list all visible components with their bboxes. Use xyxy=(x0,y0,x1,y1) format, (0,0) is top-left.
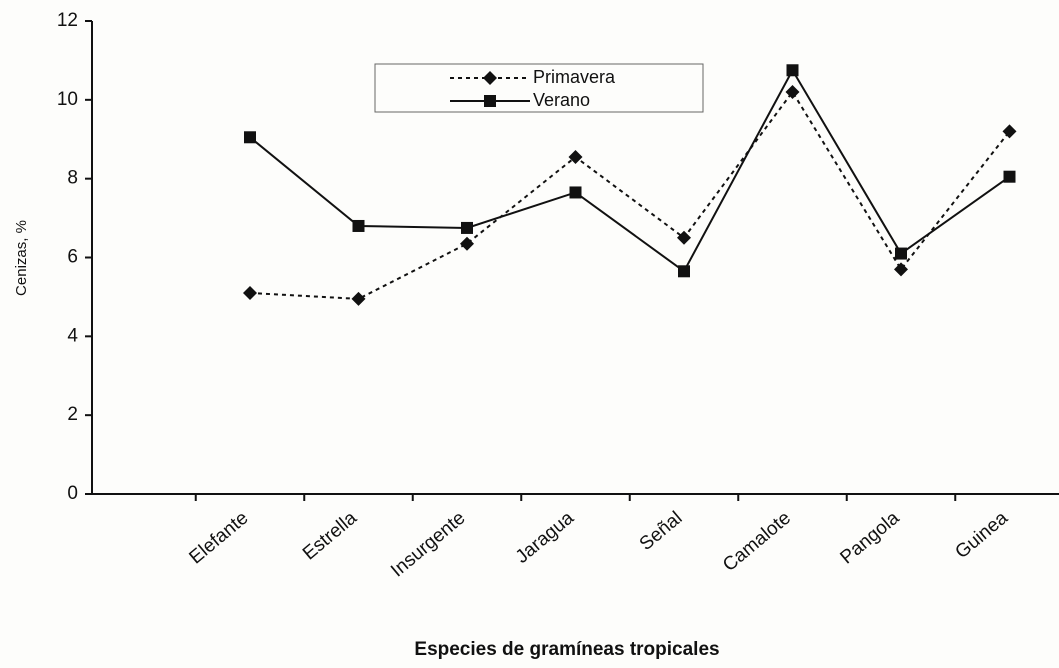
square-marker xyxy=(1003,170,1016,183)
diamond-marker xyxy=(243,285,257,300)
diamond-marker xyxy=(568,149,583,164)
diamond-marker xyxy=(677,230,691,245)
square-marker xyxy=(569,186,582,199)
x-tick-label: Jaragua xyxy=(512,507,578,568)
x-tick-label: Pangola xyxy=(837,507,904,568)
legend-label: Primavera xyxy=(533,67,616,87)
y-tick-label: 10 xyxy=(57,89,78,110)
y-tick-label: 6 xyxy=(67,247,78,268)
x-tick-label: Insurgente xyxy=(387,508,469,582)
diamond-marker xyxy=(460,236,474,251)
diamond-marker xyxy=(351,291,366,306)
y-tick-label: 4 xyxy=(67,325,78,346)
x-tick-label: Camalote xyxy=(719,508,795,576)
series-line xyxy=(249,90,1011,300)
legend-label: Verano xyxy=(533,90,590,110)
series-line xyxy=(249,68,1011,273)
square-marker xyxy=(244,131,256,144)
square-marker xyxy=(352,219,365,232)
x-axis-label: Especies de gramíneas tropicales xyxy=(414,639,719,660)
diamond-marker xyxy=(1002,124,1017,139)
square-marker xyxy=(678,265,690,278)
diamond-marker xyxy=(785,84,800,99)
diamond-marker xyxy=(483,71,497,85)
y-tick-label: 8 xyxy=(67,168,78,189)
diamond-marker xyxy=(894,262,908,277)
y-tick-label: 2 xyxy=(67,404,78,425)
square-marker xyxy=(484,95,496,107)
square-marker xyxy=(461,221,473,234)
square-marker xyxy=(895,247,907,260)
x-tick-label: Estrella xyxy=(299,507,361,564)
y-tick-label: 0 xyxy=(67,483,78,504)
legend-box xyxy=(374,63,704,113)
y-tick-label: 12 xyxy=(57,10,78,31)
x-tick-label: Señal xyxy=(636,508,687,555)
x-tick-label: Elefante xyxy=(186,508,253,569)
square-marker xyxy=(786,64,799,77)
y-axis-label: Cenizas, % xyxy=(13,220,30,296)
x-tick-label: Guinea xyxy=(951,507,1012,563)
